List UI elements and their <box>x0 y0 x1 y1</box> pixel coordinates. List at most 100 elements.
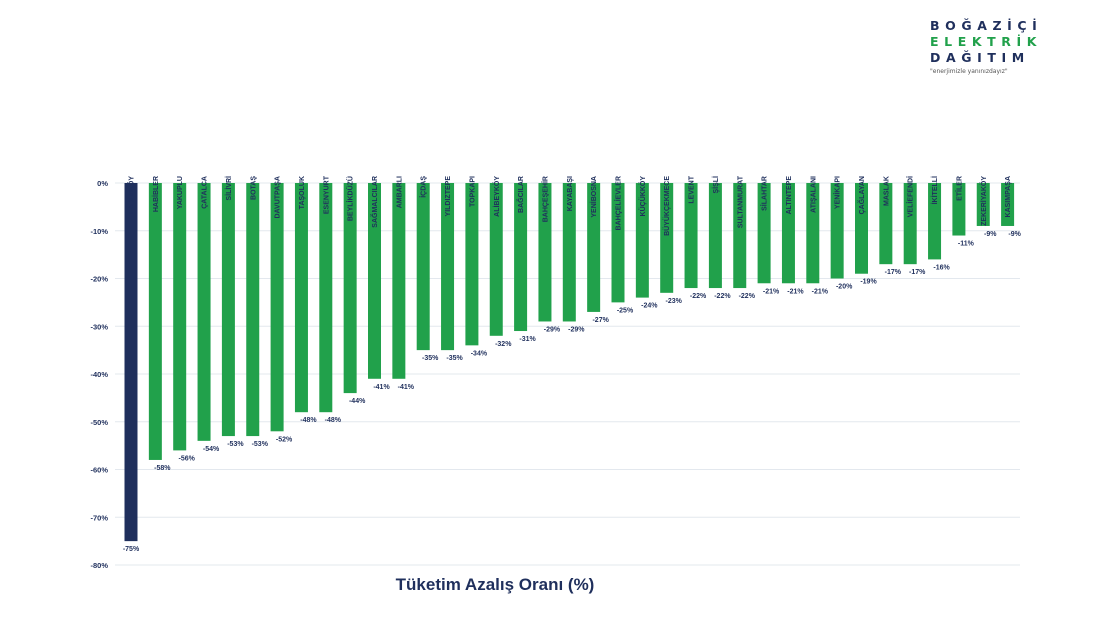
data-label: -44% <box>349 398 366 405</box>
data-label: -27% <box>592 317 609 324</box>
data-label: -35% <box>422 355 439 362</box>
data-label: -58% <box>154 465 171 472</box>
logo-tagline: "enerjimizle yanınızdayız" <box>930 68 1008 75</box>
data-label: -35% <box>446 355 463 362</box>
bar <box>611 183 625 303</box>
category-label: BAHÇEŞEHİR <box>541 176 549 222</box>
y-tick-label: 0% <box>97 179 108 188</box>
data-label: -9% <box>984 231 997 238</box>
data-label: -17% <box>885 269 902 276</box>
category-label: İKİTELLİ <box>931 176 939 204</box>
bar <box>221 183 235 437</box>
data-label: -54% <box>203 446 220 453</box>
data-label: -75% <box>123 546 140 553</box>
category-label: TOPKAPI <box>469 176 476 207</box>
data-label: -9% <box>1008 231 1021 238</box>
y-tick-label: -30% <box>90 322 108 331</box>
bar <box>197 183 211 441</box>
bar <box>416 183 430 351</box>
category-label: HABİBLER <box>152 176 160 212</box>
data-label: -48% <box>300 417 317 424</box>
data-label: -53% <box>252 441 269 448</box>
bar <box>806 183 820 284</box>
data-label: -25% <box>617 307 634 314</box>
category-label: DAVUTPAŞA <box>275 176 282 219</box>
category-label: KÜÇÜKKÖY <box>638 176 647 217</box>
bar <box>879 183 893 265</box>
category-label: YILDIZTEPE <box>445 176 452 217</box>
bar <box>928 183 942 260</box>
data-label: -22% <box>739 293 756 300</box>
bar <box>733 183 747 289</box>
bar <box>368 183 381 379</box>
category-label: ÇAĞLAYAN <box>857 176 866 214</box>
bar <box>1001 183 1015 226</box>
category-label: ALTINTEPE <box>786 176 793 215</box>
y-tick-label: -60% <box>90 466 108 475</box>
data-label: -22% <box>690 293 707 300</box>
logo-line-2: ELEKTRİK <box>930 34 1043 49</box>
bar <box>976 183 990 226</box>
bar <box>538 183 552 322</box>
x-axis-title: Tüketim Azalış Oranı (%) <box>396 575 595 594</box>
data-label: -31% <box>519 336 536 343</box>
data-label: -21% <box>763 288 780 295</box>
y-tick-label: -50% <box>90 418 108 427</box>
category-label: KAYABAŞI <box>567 176 574 211</box>
category-label: BAHÇELİEVLER <box>615 176 623 230</box>
y-tick-label: -10% <box>90 227 108 236</box>
bar <box>294 183 308 413</box>
data-label: -23% <box>666 298 683 305</box>
data-label: -20% <box>836 284 853 291</box>
y-tick-label: -70% <box>90 513 108 522</box>
category-label: MASLAK <box>883 176 890 206</box>
category-label: ALİBEYKÖY <box>492 176 501 217</box>
data-label: -21% <box>787 288 804 295</box>
bar <box>148 183 162 460</box>
category-label: LEVENT <box>689 175 696 203</box>
category-label: YENİBOSNA <box>590 176 598 218</box>
y-tick-label: -80% <box>90 561 108 570</box>
bar <box>952 183 966 236</box>
bar <box>781 183 795 284</box>
bar <box>124 183 138 542</box>
data-label: -16% <box>933 264 950 271</box>
bar <box>465 183 479 346</box>
y-axis-ticks: 0% -10% -20% -30% -40% -50% -60% -70% -80% <box>90 179 108 570</box>
bar <box>562 183 576 322</box>
bar <box>757 183 771 284</box>
category-label: İÇDAŞ <box>420 176 428 198</box>
data-label: -32% <box>495 341 512 348</box>
bar <box>635 183 649 298</box>
category-label: ZEKERİYAKÖY <box>979 176 988 226</box>
data-label: -29% <box>568 326 585 333</box>
bar <box>708 183 722 289</box>
bar <box>514 183 528 332</box>
data-label: -17% <box>909 269 926 276</box>
bar <box>441 183 455 351</box>
category-label: BAĞCILAR <box>516 176 525 213</box>
category-label: ESENYURT <box>323 175 330 214</box>
grid-lines <box>115 182 1020 566</box>
data-label: -11% <box>958 241 975 248</box>
logo-line-3: DAĞITIM <box>930 50 1030 65</box>
bar <box>246 183 260 437</box>
company-logo: BOĞAZİÇİ ELEKTRİK DAĞITIM "enerjimizle y… <box>930 18 1060 75</box>
bar <box>855 183 868 274</box>
data-label: -56% <box>179 455 196 462</box>
bar <box>587 183 601 312</box>
data-label: -21% <box>812 288 829 295</box>
data-label: -19% <box>860 279 877 286</box>
data-labels: -75% -58% -56% -54% -53% -53% -52% -48% -48% -44%… <box>123 231 1022 553</box>
bar <box>660 183 674 293</box>
category-label: ATIŞALANI <box>810 176 817 213</box>
category-label: BÜYÜKÇEKMECE <box>662 176 671 236</box>
bar <box>489 183 503 336</box>
bar <box>830 183 844 279</box>
data-label: -48% <box>325 417 342 424</box>
category-label: YAKUPLU <box>177 176 184 209</box>
bar <box>270 183 284 432</box>
data-label: -52% <box>276 436 293 443</box>
category-label: BEYLİKDÜZÜ <box>346 176 355 221</box>
